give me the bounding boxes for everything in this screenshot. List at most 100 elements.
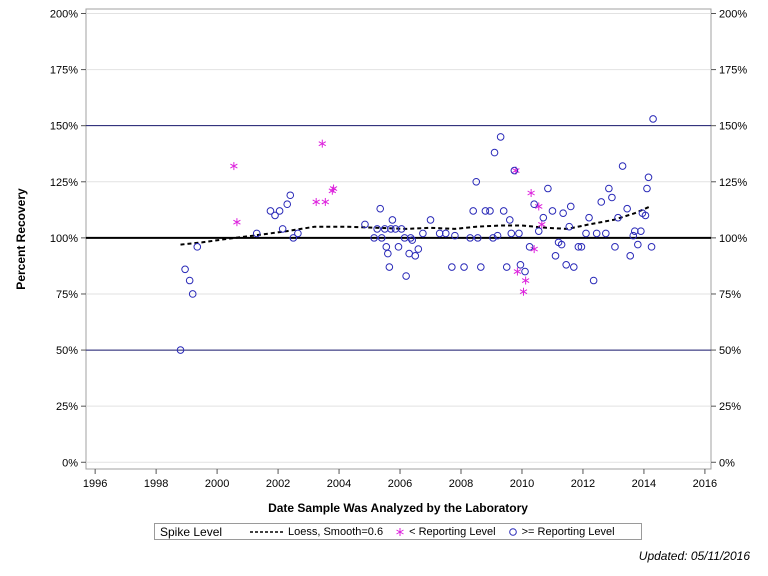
data-point-circle <box>566 202 575 211</box>
x-tick-label: 2016 <box>693 478 717 490</box>
data-point-asterisk <box>513 267 522 276</box>
x-tick-label: 2010 <box>510 478 534 490</box>
data-point-circle <box>376 204 385 213</box>
data-point-circle <box>490 148 499 157</box>
updated-timestamp: Updated: 05/11/2016 <box>638 549 750 563</box>
x-tick-label: 2004 <box>327 478 351 490</box>
data-point-circle <box>637 227 645 235</box>
data-point-asterisk <box>329 184 338 193</box>
y-axis-label: Percent Recovery <box>14 188 28 290</box>
data-point-circle <box>565 222 574 231</box>
y-tick-label-left: 150% <box>50 121 78 133</box>
legend-label-above: >= Reporting Level <box>521 525 615 538</box>
data-point-circle <box>614 213 622 222</box>
data-point-circle <box>441 229 450 238</box>
data-point-circle <box>649 115 657 123</box>
data-point-circle <box>400 234 409 242</box>
data-point-circle <box>377 234 386 242</box>
y-tick-label-right: 200% <box>719 8 747 20</box>
data-point-circle <box>502 263 511 271</box>
data-point-circle <box>271 211 279 220</box>
y-tick-label-right: 50% <box>719 345 741 357</box>
plot-frame <box>85 8 712 470</box>
data-point-circle <box>391 225 400 233</box>
data-point-circle <box>275 207 284 215</box>
data-point-asterisk <box>534 202 543 211</box>
legend: Spike Level Loess, Smooth=0.6 < Reportin… <box>154 523 642 540</box>
data-point-circle <box>493 231 502 240</box>
data-point-circle <box>585 213 593 222</box>
x-axis-label: Date Sample Was Analyzed by the Laborato… <box>268 501 528 515</box>
data-point-circle <box>562 261 570 269</box>
y-tick-label-right: 25% <box>719 401 741 413</box>
circle-marker-icon <box>508 527 517 536</box>
data-point-circle <box>486 207 494 215</box>
y-tick-label-right: 100% <box>719 233 747 245</box>
data-point-circle <box>188 290 197 298</box>
data-point-asterisk <box>538 220 546 229</box>
data-point-circle <box>559 209 567 217</box>
y-tick-label-left: 50% <box>56 345 78 357</box>
y-tick-label-right: 175% <box>719 65 747 77</box>
y-tick-label-right: 125% <box>719 177 747 189</box>
data-point-asterisk <box>527 189 535 197</box>
y-tick-label-right: 0% <box>719 457 735 469</box>
data-point-circle <box>530 200 538 209</box>
x-tick-label: 1996 <box>83 478 107 490</box>
data-point-circle <box>286 191 295 200</box>
data-point-circle <box>472 177 481 186</box>
data-point-asterisk <box>519 287 528 296</box>
legend-item-loess: Loess, Smooth=0.6 <box>250 526 383 538</box>
data-point-circle <box>521 267 529 276</box>
data-point-circle <box>402 272 410 280</box>
x-tick-label: 2002 <box>266 478 290 490</box>
data-point-circle <box>629 231 638 240</box>
data-point-circle <box>469 207 477 215</box>
data-point-asterisk <box>233 218 241 227</box>
data-point-circle <box>448 263 456 271</box>
x-tick-label: 2008 <box>449 478 473 490</box>
data-point-circle <box>634 240 642 249</box>
data-point-circle <box>602 229 610 238</box>
data-point-circle <box>507 229 516 238</box>
data-point-circle <box>394 243 403 251</box>
data-point-circle <box>548 207 557 215</box>
data-point-circle <box>278 225 287 233</box>
data-point-circle <box>481 207 490 215</box>
data-point-circle <box>589 276 598 285</box>
dashed-line-icon <box>250 530 284 533</box>
y-tick-label-left: 100% <box>50 233 78 245</box>
data-point-circle <box>473 234 482 242</box>
data-point-circle <box>574 243 583 251</box>
y-tick-label-left: 200% <box>50 8 78 20</box>
data-point-circle <box>516 261 525 269</box>
data-point-asterisk <box>312 197 320 206</box>
y-tick-label-right: 150% <box>719 121 747 133</box>
reference-lines <box>86 125 711 351</box>
axes: 0% 0% 25% 25% 50% 50% 75% 75% 100% 100% 125% 125% 15… <box>50 8 747 490</box>
data-point-circle <box>361 220 369 229</box>
data-point-circle <box>370 234 378 242</box>
data-point-circle <box>608 193 616 202</box>
data-point-circle <box>266 207 275 215</box>
data-point-circle <box>644 173 653 182</box>
data-point-circle <box>623 204 631 213</box>
data-point-circle <box>510 166 519 175</box>
data-point-asterisk <box>230 162 238 171</box>
data-point-circle <box>406 234 415 242</box>
legend-label-below: < Reporting Level <box>409 525 496 538</box>
data-point-circle <box>630 227 639 235</box>
y-tick-label-right: 75% <box>719 289 741 301</box>
data-point-circle <box>460 263 468 271</box>
data-point-circle <box>419 229 427 238</box>
data-point-asterisk <box>530 245 538 254</box>
data-point-circle <box>496 133 505 141</box>
data-point-circle <box>388 216 397 224</box>
data-point-circle <box>515 229 523 238</box>
x-tick-label: 2006 <box>388 478 412 490</box>
data-point-circle <box>592 229 601 238</box>
data-point-circle <box>193 243 202 251</box>
data-point-circle <box>597 198 606 206</box>
data-point-circle <box>605 184 613 193</box>
